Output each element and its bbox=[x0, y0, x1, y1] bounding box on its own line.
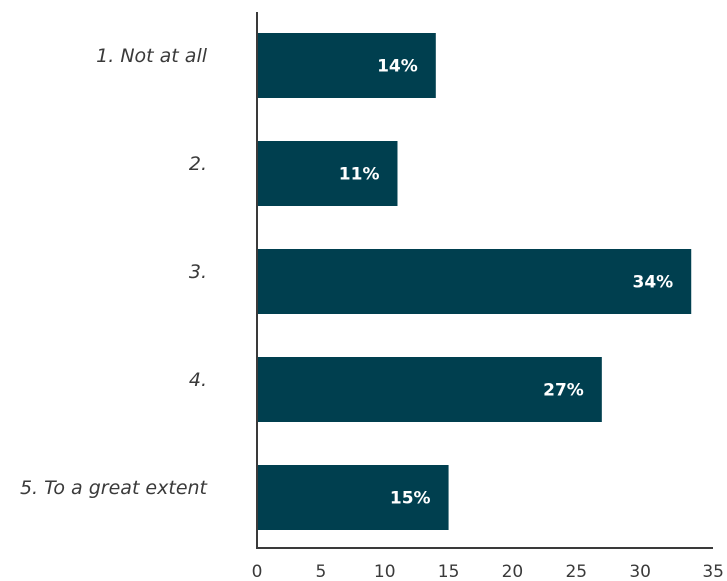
x-tick-label-25: 25 bbox=[565, 562, 587, 581]
bar-value-label-1: 14% bbox=[377, 57, 418, 77]
x-tick-label-30: 30 bbox=[629, 562, 651, 581]
bar-value-label-3: 34% bbox=[633, 273, 674, 293]
x-tick-label-15: 15 bbox=[438, 562, 460, 581]
bar-value-label-2: 11% bbox=[339, 165, 380, 185]
category-labels: 1. Not at all 2. 3. 4. 5. To a great extent bbox=[20, 45, 209, 499]
bar-value-label-5: 15% bbox=[390, 489, 431, 509]
bar-1 bbox=[257, 33, 436, 98]
category-label-4: 4. bbox=[189, 369, 207, 391]
category-label-3: 3. bbox=[189, 261, 207, 283]
bar-4 bbox=[257, 357, 602, 422]
x-tick-label-0: 0 bbox=[252, 562, 263, 581]
bar-value-label-4: 27% bbox=[543, 381, 584, 401]
x-axis bbox=[256, 12, 713, 549]
category-label-1: 1. Not at all bbox=[96, 45, 208, 67]
x-tick-label-5: 5 bbox=[315, 562, 326, 581]
x-tick-label-20: 20 bbox=[502, 562, 524, 581]
bar-5 bbox=[257, 465, 449, 530]
category-label-2: 2. bbox=[189, 153, 207, 175]
category-label-5: 5. To a great extent bbox=[20, 477, 209, 499]
bars-group: 14% 11% 34% 27% 15% bbox=[257, 33, 692, 530]
x-tick-label-35: 35 bbox=[702, 562, 724, 581]
x-tick-label-10: 10 bbox=[374, 562, 396, 581]
x-tick-labels: 0 5 10 15 20 25 30 35 bbox=[252, 562, 724, 581]
bar-2 bbox=[257, 141, 398, 206]
bar-3 bbox=[257, 249, 692, 314]
